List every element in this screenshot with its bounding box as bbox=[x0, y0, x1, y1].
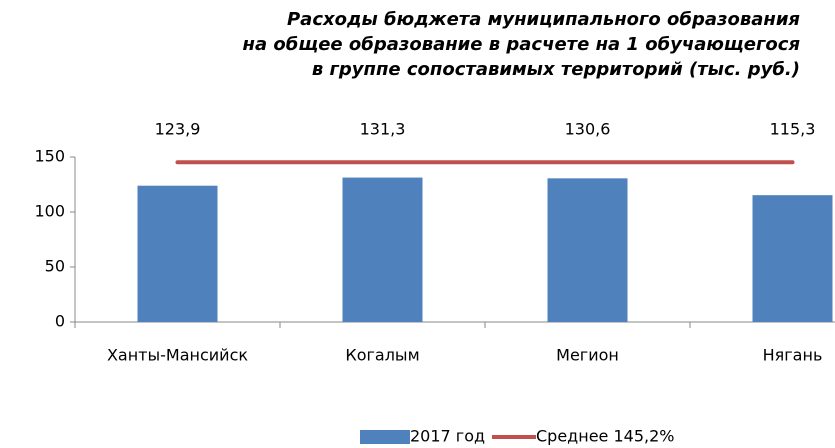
legend-label: Среднее 145,2% bbox=[536, 427, 674, 446]
x-tick-label: Когалым bbox=[345, 346, 419, 365]
y-tick-label: 0 bbox=[55, 312, 65, 331]
legend-label: 2017 год bbox=[410, 427, 485, 446]
x-tick-label: Ханты-Мансийск bbox=[107, 346, 248, 365]
y-tick-label: 50 bbox=[45, 257, 65, 276]
bar bbox=[752, 195, 833, 322]
bar bbox=[342, 177, 423, 322]
x-tick-label: Нягань bbox=[763, 346, 823, 365]
bar bbox=[137, 185, 218, 322]
legend-swatch bbox=[360, 430, 410, 444]
y-tick-label: 100 bbox=[34, 202, 65, 221]
data-label: 130,6 bbox=[565, 120, 611, 139]
data-label: 115,3 bbox=[770, 120, 816, 139]
chart-title: в группе сопоставимых территорий (тыс. р… bbox=[312, 59, 800, 80]
data-label: 123,9 bbox=[155, 120, 201, 139]
x-tick-label: Мегион bbox=[556, 346, 619, 365]
data-label: 131,3 bbox=[360, 120, 406, 139]
chart-title: Расходы бюджета муниципального образован… bbox=[287, 9, 800, 30]
y-tick-label: 150 bbox=[34, 147, 65, 166]
chart-title: на общее образование в расчете на 1 обуч… bbox=[243, 34, 801, 55]
bar bbox=[547, 178, 628, 322]
